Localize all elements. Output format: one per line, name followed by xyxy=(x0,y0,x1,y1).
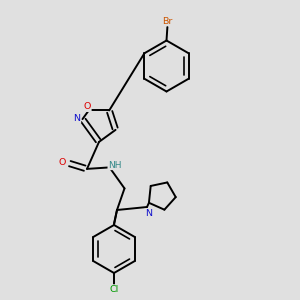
Text: N: N xyxy=(74,114,81,123)
Text: NH: NH xyxy=(108,160,122,169)
Text: N: N xyxy=(145,209,152,218)
Text: Cl: Cl xyxy=(110,285,118,294)
Text: O: O xyxy=(58,158,66,167)
Text: O: O xyxy=(84,102,91,111)
Text: Br: Br xyxy=(162,16,172,26)
